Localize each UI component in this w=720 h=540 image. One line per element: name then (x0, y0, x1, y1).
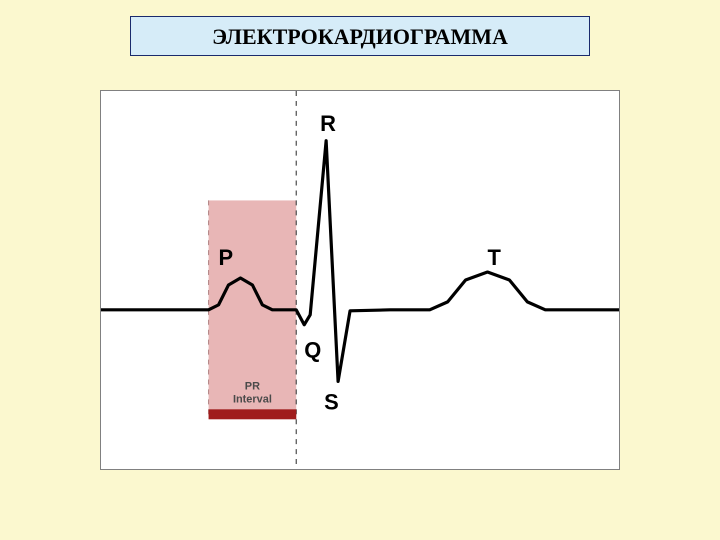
label-s: S (324, 389, 339, 414)
page: ЭЛЕКТРОКАРДИОГРАММА P Q R S T PR Interva… (0, 0, 720, 540)
ecg-chart-frame: P Q R S T PR Interval (100, 90, 620, 470)
label-q: Q (304, 338, 321, 363)
pr-interval-label-line2: Interval (233, 393, 272, 405)
ecg-svg: P Q R S T PR Interval (101, 91, 619, 469)
pr-interval-bar (209, 409, 297, 419)
title-text: ЭЛЕКТРОКАРДИОГРАММА (212, 24, 508, 49)
title-box: ЭЛЕКТРОКАРДИОГРАММА (130, 16, 590, 56)
label-r: R (320, 111, 336, 136)
ecg-waveform (101, 141, 619, 382)
pr-interval-label-line1: PR (245, 380, 260, 392)
label-t: T (488, 245, 502, 270)
label-p: P (219, 245, 234, 270)
